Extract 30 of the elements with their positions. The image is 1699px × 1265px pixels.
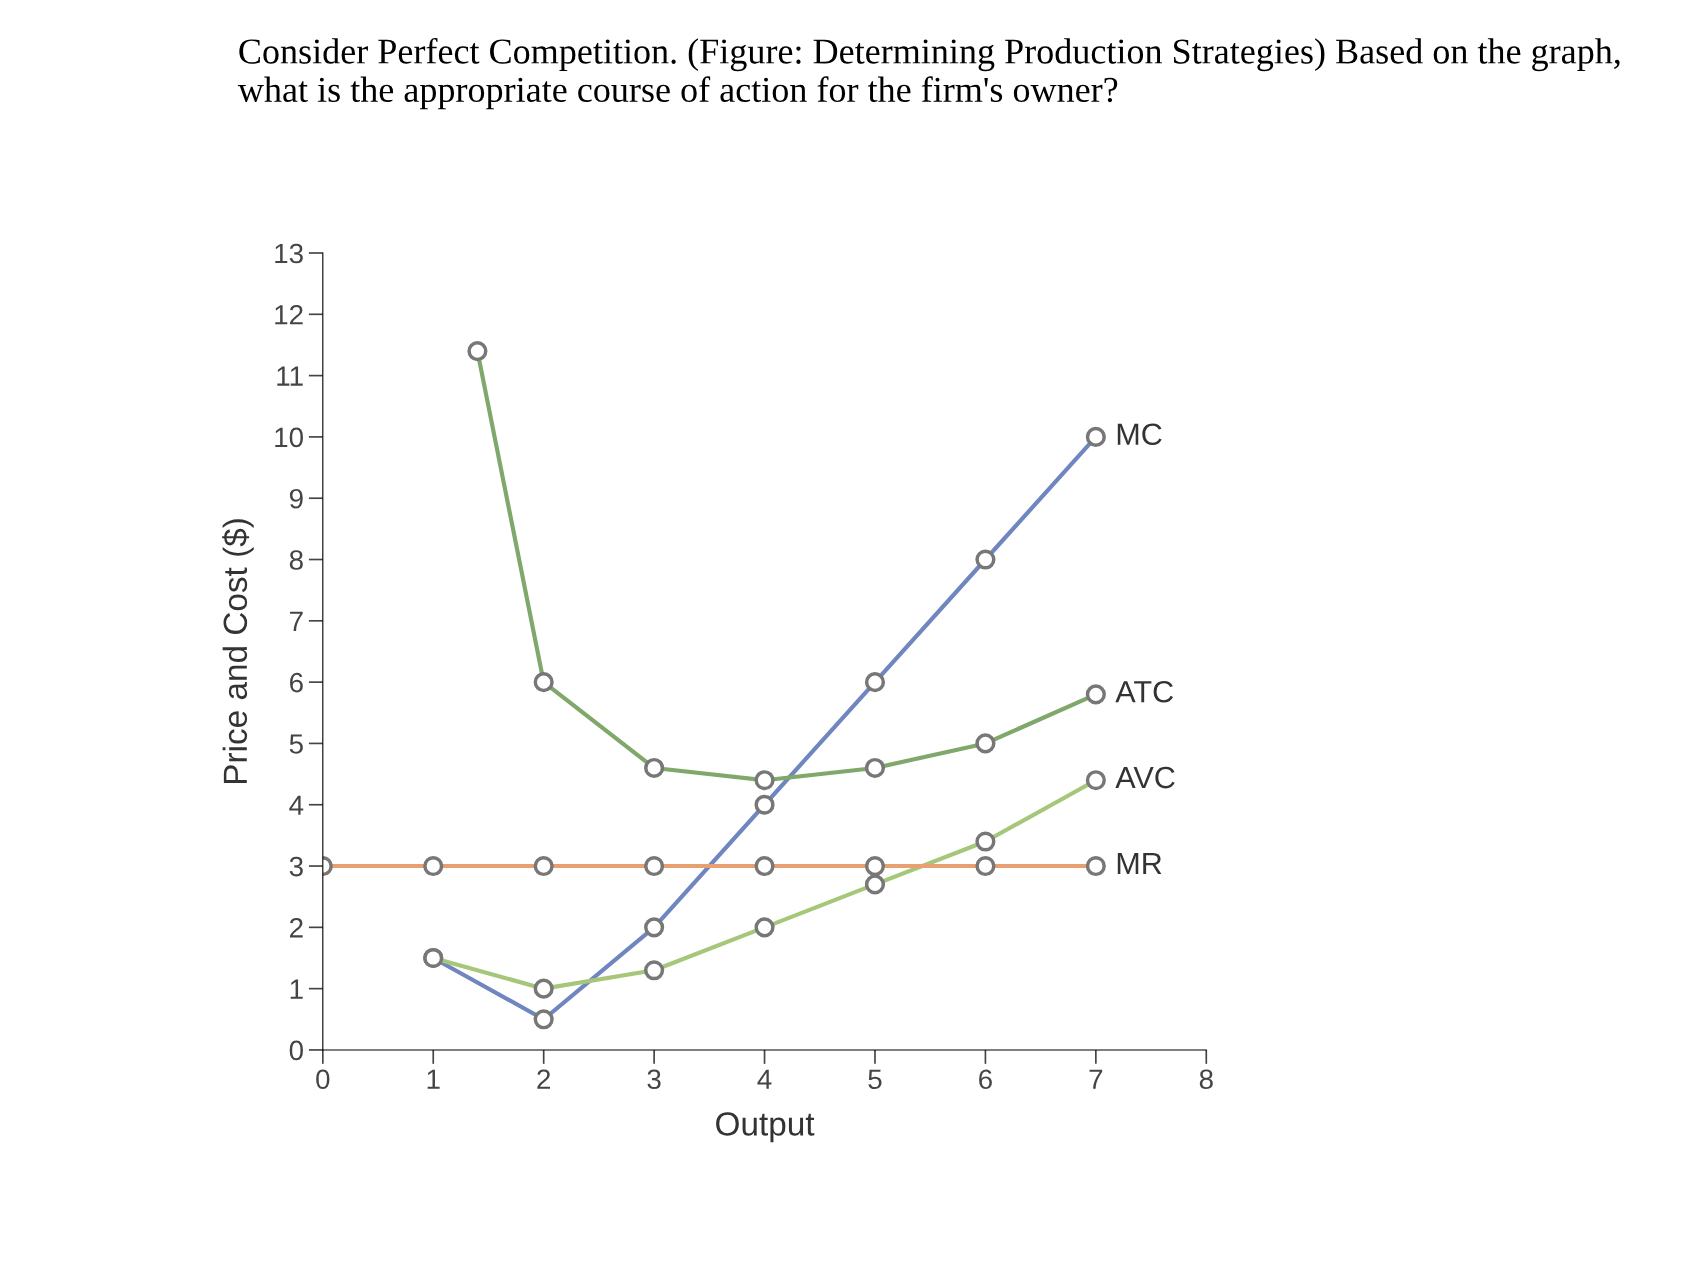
x-tick-label: 7 [1089, 1069, 1103, 1089]
x-tick-label: 4 [757, 1069, 772, 1089]
y-tick-label: 7 [290, 611, 303, 631]
x-tick-label: 0 [316, 1069, 330, 1090]
y-tick-label: 9 [289, 488, 303, 509]
y-tick-label: 4 [289, 795, 304, 815]
series-label: AVC [1115, 766, 1175, 789]
y-axis-title: Price and Cost ($) [222, 519, 254, 784]
y-tick-label: 13 [275, 243, 303, 264]
series-label: MC [1117, 423, 1162, 446]
series-label: ATC [1115, 680, 1173, 703]
y-tick-label: 3 [289, 856, 303, 877]
x-tick-label: 6 [979, 1069, 992, 1090]
y-tick-label: 5 [289, 734, 303, 754]
y-tick-label: 6 [290, 672, 303, 693]
x-tick-label: 1 [427, 1069, 440, 1089]
y-tick-label: 8 [289, 550, 303, 570]
chart-title: Consider Perfect Competition. (Figure: Determining Production Strategies) Based on the graph, what is the appropriate course of action for the firm's owner? [237, 37, 1620, 110]
series-label: MR [1117, 852, 1162, 874]
y-tick-label: 2 [290, 918, 303, 938]
y-tick-label: 11 [277, 366, 303, 386]
x-tick-label: 2 [537, 1069, 551, 1089]
x-tick-label: 5 [868, 1069, 882, 1090]
y-tick-label: 0 [289, 1040, 303, 1061]
y-tick-label: 10 [275, 427, 303, 448]
x-tick-label: 3 [647, 1069, 661, 1090]
y-tick-label: 12 [275, 304, 303, 325]
y-tick-label: 1 [290, 979, 303, 999]
x-axis-title: Output [716, 1112, 815, 1143]
x-tick-label: 8 [1199, 1069, 1213, 1090]
